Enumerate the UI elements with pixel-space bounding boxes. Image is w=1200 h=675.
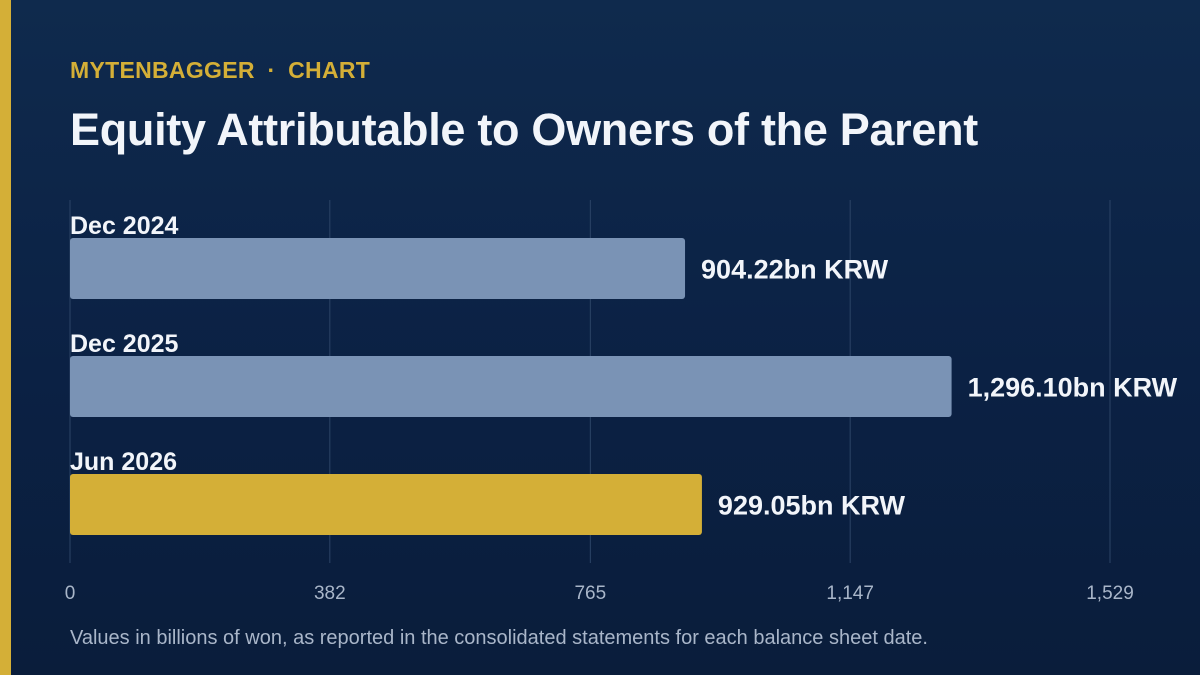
x-tick-label: 382 [314,583,346,604]
brand-section: CHART [288,57,371,83]
bar [70,356,952,417]
data-label: 904.22bn KRW [701,255,889,285]
data-label: 929.05bn KRW [718,491,906,521]
brand-line: MYTENBAGGER · CHART [70,57,370,84]
footnote: Values in billions of won, as reported i… [70,627,928,649]
data-label: 1,296.10bn KRW [968,373,1178,403]
bar [70,474,702,535]
x-tick-label: 765 [574,583,606,604]
chart-title: Equity Attributable to Owners of the Par… [70,104,978,155]
accent-bar [0,0,11,675]
category-label: Jun 2026 [70,448,177,476]
category-label: Dec 2025 [70,330,179,358]
brand-separator: · [267,57,276,83]
bar [70,238,686,299]
category-label: Dec 2024 [70,212,179,240]
x-tick-label: 0 [65,583,76,604]
brand-name: MYTENBAGGER [70,57,255,83]
x-tick-label: 1,529 [1086,583,1134,604]
x-tick-label: 1,147 [826,583,874,604]
